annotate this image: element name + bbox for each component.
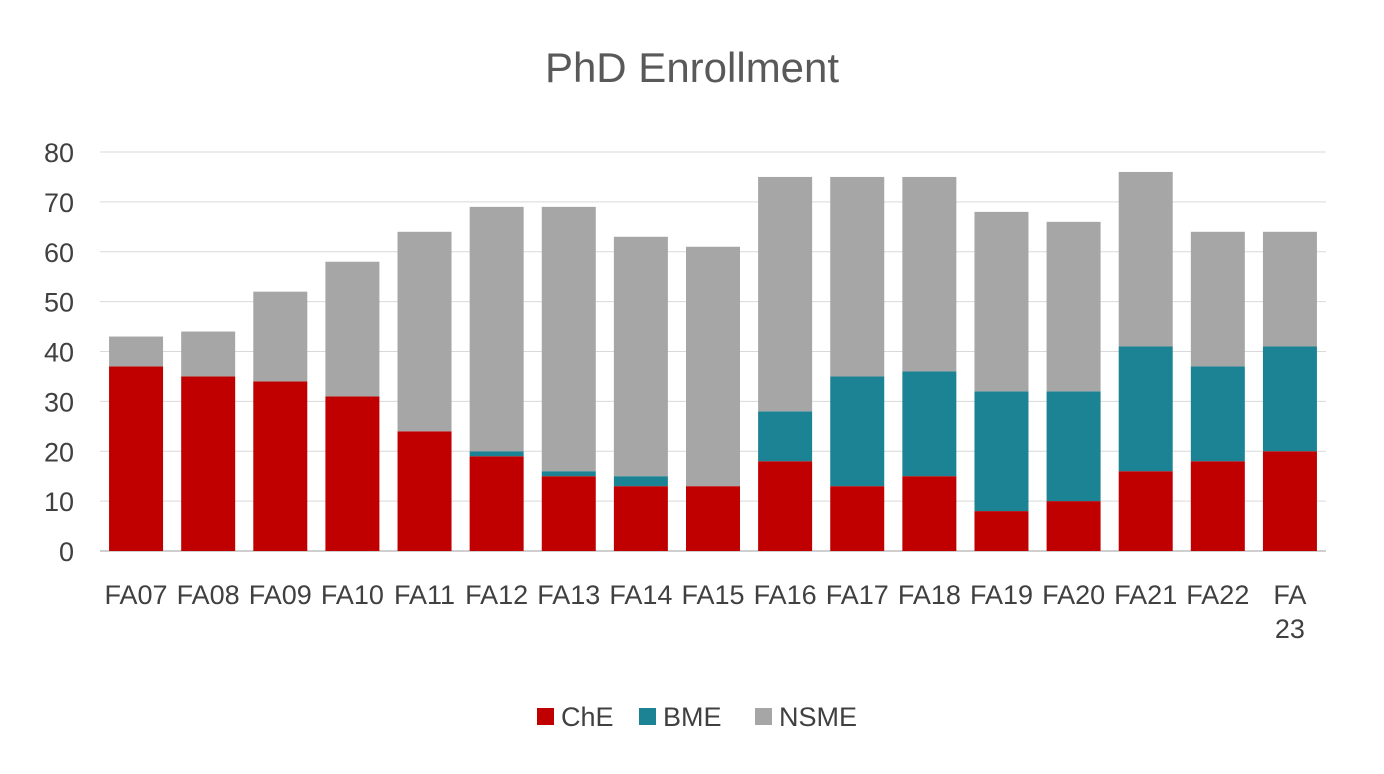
- x-tick-label: FA07: [105, 580, 168, 610]
- y-tick-label: 10: [44, 487, 74, 517]
- bar-nsme-fa21: [1118, 171, 1173, 347]
- y-tick-label: 40: [44, 338, 74, 368]
- bar-nsme-fa11: [397, 231, 452, 432]
- x-tick-label: FA21: [1114, 580, 1177, 610]
- bar-bme-fa22: [1190, 366, 1245, 462]
- bar-che-fa11: [397, 431, 452, 551]
- bar-nsme-fa22: [1190, 231, 1245, 367]
- y-tick-label: 0: [59, 537, 74, 567]
- x-tick-label: FA16: [754, 580, 817, 610]
- bar-che-fa14: [613, 486, 668, 551]
- bar-che-fa23: [1262, 451, 1317, 551]
- y-tick-label: 60: [44, 238, 74, 268]
- x-tick-label: FA11: [394, 580, 455, 610]
- x-tick-label: FA20: [1042, 580, 1105, 610]
- bar-nsme-fa10: [325, 261, 380, 397]
- bar-che-fa21: [1118, 471, 1173, 551]
- legend-swatch-nsme: [755, 708, 772, 725]
- y-tick-label: 30: [44, 387, 74, 417]
- x-tick-label: FA13: [537, 580, 600, 610]
- bar-bme-fa13: [541, 471, 596, 477]
- x-tick-label: FA15: [681, 580, 744, 610]
- y-tick-label: 20: [44, 437, 74, 467]
- y-tick-label: 70: [44, 188, 74, 218]
- bar-nsme-fa07: [109, 336, 164, 367]
- bar-nsme-fa12: [469, 206, 524, 452]
- legend-swatch-che: [537, 708, 554, 725]
- bar-che-fa13: [541, 476, 596, 551]
- x-tick-label: FA10: [321, 580, 384, 610]
- bar-nsme-fa16: [758, 176, 813, 412]
- bar-nsme-fa15: [686, 246, 740, 487]
- legend-label-nsme: NSME: [779, 702, 857, 732]
- bar-nsme-fa08: [181, 331, 236, 377]
- legend-label-bme: BME: [663, 702, 722, 732]
- x-tick-label: FA18: [898, 580, 961, 610]
- x-tick-label: FA22: [1186, 580, 1249, 610]
- bar-bme-fa19: [974, 391, 1029, 512]
- x-tick-label: FA14: [609, 580, 672, 610]
- bar-che-fa22: [1190, 461, 1245, 551]
- bar-nsme-fa18: [902, 176, 957, 372]
- y-axis: 0 10 20 30 40 50 60 70 80: [44, 138, 74, 567]
- bar-nsme-fa19: [974, 211, 1029, 392]
- bar-bme-fa17: [830, 376, 885, 487]
- x-tick-label: FA09: [249, 580, 312, 610]
- bar-bme-fa16: [758, 411, 813, 462]
- bar-che-fa07: [109, 366, 164, 551]
- bar-che-fa20: [1046, 501, 1101, 551]
- bar-che-fa16: [758, 461, 813, 551]
- bar-nsme-fa17: [830, 176, 885, 377]
- x-tick-label: FA19: [970, 580, 1033, 610]
- bar-bme-fa20: [1046, 391, 1101, 502]
- bar-bme-fa21: [1118, 346, 1173, 472]
- bar-nsme-fa09: [253, 291, 308, 382]
- bar-nsme-fa13: [541, 206, 596, 472]
- bars: [109, 171, 1317, 551]
- bar-che-fa12: [469, 456, 524, 551]
- bar-che-fa08: [181, 376, 236, 551]
- bar-bme-fa23: [1262, 346, 1317, 452]
- bar-che-fa18: [902, 476, 957, 551]
- y-tick-label: 50: [44, 288, 74, 318]
- bar-nsme-fa14: [613, 236, 668, 477]
- bar-che-fa15: [686, 486, 740, 551]
- bar-nsme-fa23: [1262, 231, 1317, 347]
- legend: ChE BME NSME: [537, 702, 857, 732]
- x-tick-label: FA12: [465, 580, 528, 610]
- y-tick-label: 80: [44, 138, 74, 168]
- bar-nsme-fa20: [1046, 221, 1101, 392]
- x-tick-label: FA17: [826, 580, 889, 610]
- bar-che-fa19: [974, 511, 1029, 551]
- chart-title: PhD Enrollment: [545, 44, 839, 91]
- x-tick-label: FA 23: [1273, 580, 1306, 644]
- bar-che-fa10: [325, 396, 380, 551]
- legend-label-che: ChE: [561, 702, 614, 732]
- legend-swatch-bme: [639, 708, 656, 725]
- bar-bme-fa14: [613, 476, 668, 487]
- bar-bme-fa12: [469, 451, 524, 457]
- x-axis: FA07 FA08 FA09 FA10 FA11 FA12 FA13 FA14 FA15 FA16…: [105, 580, 1307, 644]
- x-tick-label: FA08: [177, 580, 240, 610]
- bar-che-fa17: [830, 486, 885, 551]
- bar-bme-fa18: [902, 371, 957, 477]
- bar-che-fa09: [253, 381, 308, 551]
